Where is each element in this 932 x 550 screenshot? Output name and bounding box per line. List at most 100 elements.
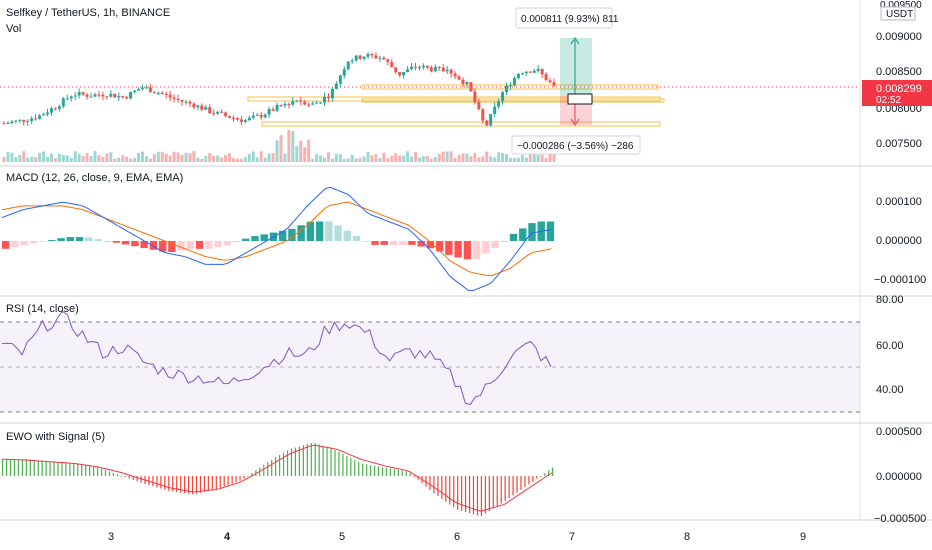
macd-pane[interactable]: MACD (12, 26, close, 9, EMA, EMA) [1, 172, 555, 292]
ewo-histogram-bar [405, 471, 407, 476]
ewo-histogram-bar [377, 466, 380, 476]
ewo-histogram-bar [366, 464, 368, 476]
support-level-3[interactable] [261, 121, 661, 127]
candle-body [342, 69, 346, 76]
price-pane[interactable]: 0.000811 (9.93%) 811 −0.000286 (−3.56%) … [0, 7, 860, 162]
ewo-histogram-bar [124, 476, 126, 478]
ewo-histogram-bar [381, 467, 384, 476]
candle-body [516, 73, 520, 79]
volume-bar [109, 152, 113, 162]
candle-body [477, 102, 481, 110]
ewo-histogram-bar [500, 476, 502, 504]
ewo-histogram-bar [132, 476, 134, 480]
macd-histogram-bar [29, 241, 38, 244]
macd-histogram-bar [371, 241, 379, 245]
price-axis[interactable]: 0.009500 USDT 0.009000 0.008500 0.008000… [862, 0, 932, 150]
long-position-tool[interactable]: 0.000811 (9.93%) 811 −0.000286 (−3.56%) … [511, 7, 641, 155]
support-level-4[interactable] [361, 98, 665, 103]
volume-bar [259, 151, 263, 162]
candle-body [2, 123, 6, 125]
volume-bar [34, 157, 38, 162]
candle-body [453, 73, 457, 77]
candle-body [263, 114, 267, 118]
volume-bar [247, 153, 251, 162]
ewo-histogram-bar [370, 465, 372, 476]
symbol-title[interactable]: Selfkey / TetherUS, 1h, BINANCE [6, 7, 170, 19]
volume-bar [2, 157, 6, 162]
volume-bar [188, 153, 192, 162]
ewo-histogram-bar [207, 476, 209, 491]
volume-bar [386, 158, 390, 162]
candle-body [350, 60, 354, 62]
candle-body [180, 99, 184, 102]
rsi-tick-1: 80.00 [876, 294, 904, 306]
macd-histogram-bar [500, 240, 508, 242]
ewo-histogram-bar [294, 447, 297, 476]
candle-body [77, 92, 81, 96]
volume-bar [334, 153, 338, 162]
ewo-title[interactable]: EWO with Signal (5) [6, 431, 105, 443]
volume-bar [481, 156, 485, 162]
candle-body [461, 79, 465, 85]
candle-body [532, 70, 536, 73]
volume-bar [508, 158, 512, 162]
volume-bar [441, 151, 445, 162]
volume-bar [235, 158, 239, 162]
ewo-histogram-bar [89, 466, 91, 476]
rsi-title[interactable]: RSI (14, close) [6, 303, 79, 315]
volume-bar [505, 154, 509, 162]
rsi-axis[interactable]: 80.00 60.00 40.00 [876, 294, 904, 396]
candle-body [10, 121, 14, 124]
ewo-histogram-bar [148, 476, 150, 486]
candle-body [196, 105, 200, 108]
ewo-histogram-bar [21, 459, 23, 476]
ewo-histogram-bar [57, 462, 59, 476]
entry-box[interactable] [567, 93, 593, 105]
volume-bar [453, 158, 457, 162]
macd-title[interactable]: MACD (12, 26, close, 9, EMA, EMA) [6, 172, 183, 184]
ewo-histogram-bar [318, 444, 320, 476]
currency-label: USDT [886, 9, 913, 20]
candle-body [231, 117, 235, 119]
volume-bar [224, 154, 228, 162]
ewo-histogram-bar [279, 455, 281, 476]
volume-bar [402, 155, 406, 162]
candle-body [382, 57, 386, 60]
ewo-histogram-bar [480, 476, 483, 516]
profit-zone[interactable] [560, 38, 592, 95]
ewo-axis[interactable]: 0.000500 0.000000 −0.000500 [874, 426, 926, 525]
volume-bar [89, 156, 93, 162]
ewo-histogram-bar [362, 463, 364, 476]
volume-bar [192, 151, 196, 162]
macd-axis[interactable]: 0.000100 0.000000 −0.000100 [874, 196, 926, 286]
ewo-histogram-bar [429, 476, 431, 491]
candle-body [493, 106, 497, 115]
candle-body [512, 78, 516, 86]
stop-label: −0.000286 (−3.56%) −286 [517, 141, 634, 152]
volume-bar [485, 151, 489, 162]
candle-body [485, 120, 489, 126]
candle-body [311, 103, 315, 105]
macd-histogram-bar [362, 241, 370, 242]
volume-label[interactable]: Vol [6, 23, 21, 35]
stop-label-box [511, 135, 641, 155]
volume-bar [501, 152, 505, 162]
time-axis[interactable]: 3 4 5 6 7 8 9 [108, 531, 806, 543]
ewo-pane[interactable]: EWO with Signal (5) [1, 431, 554, 516]
macd-histogram-bar [122, 241, 130, 245]
ewo-histogram-bar [397, 469, 399, 476]
macd-histogram-bar [158, 241, 167, 252]
volume-bars [2, 130, 556, 162]
ewo-histogram-bar [354, 459, 356, 476]
volume-bar [196, 157, 200, 162]
rsi-pane[interactable]: RSI (14, close) [0, 303, 860, 413]
ewo-histogram-bar [184, 476, 186, 494]
ewo-histogram-bar [108, 471, 111, 476]
macd-histogram-bar [426, 241, 435, 249]
volume-bar [53, 158, 57, 162]
candle-body [172, 97, 176, 99]
currency-badge[interactable] [880, 6, 916, 21]
macd-histogram-bar [195, 241, 204, 249]
last-price-badge [862, 80, 932, 106]
